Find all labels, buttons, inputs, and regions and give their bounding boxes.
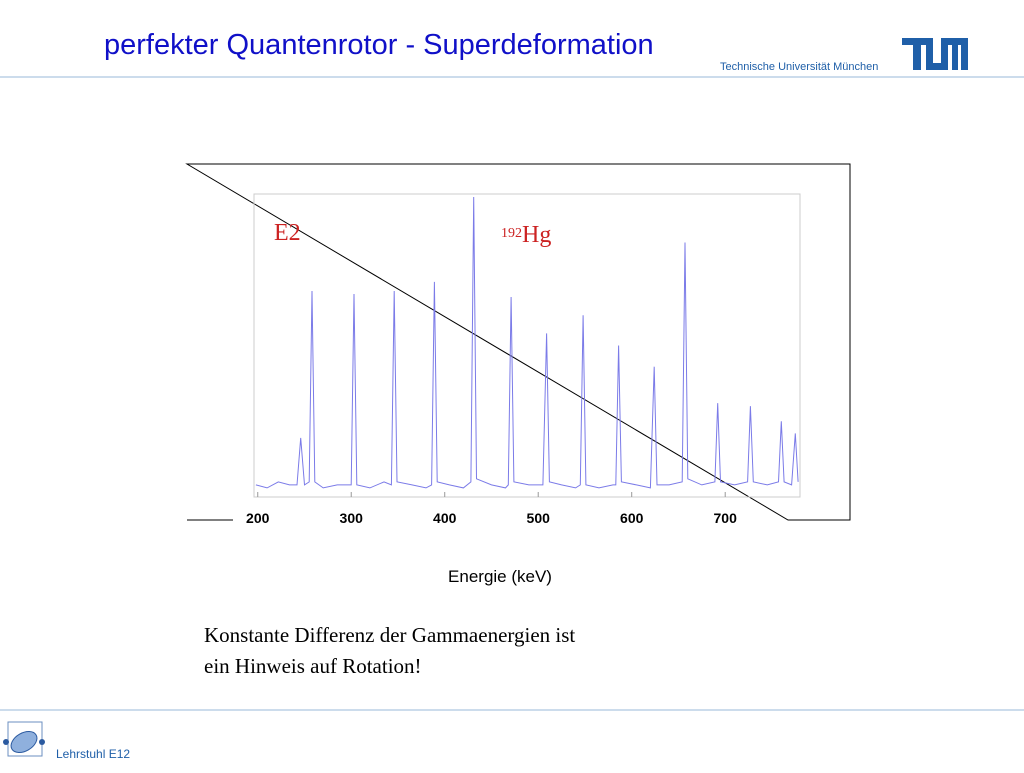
tum-logo [902,38,968,70]
university-name: Technische Universität München [720,61,878,73]
isotope-mass: 192 [501,226,522,241]
multipolarity-label: E2 [274,220,301,246]
x-tick-label: 600 [620,510,644,526]
body-text: ein Hinweis auf Rotation! [204,654,422,678]
x-tick-label: 200 [246,510,270,526]
x-axis-label: Energie (keV) [448,567,552,586]
figure-frame [185,163,851,521]
plot-area [253,193,801,498]
x-tick-label: 500 [527,510,551,526]
isotope-symbol: Hg [522,222,551,248]
body-text: Konstante Differenz der Gammaenergien is… [204,623,575,647]
chair-logo [3,721,45,757]
x-tick-label: 400 [433,510,457,526]
spectrum-line [255,196,799,489]
chair-name: Lehrstuhl E12 [56,747,130,761]
x-tick-label: 300 [340,510,364,526]
slide-title: perfekter Quantenrotor - Superdeformatio… [104,29,654,61]
x-tick-label: 700 [714,510,738,526]
